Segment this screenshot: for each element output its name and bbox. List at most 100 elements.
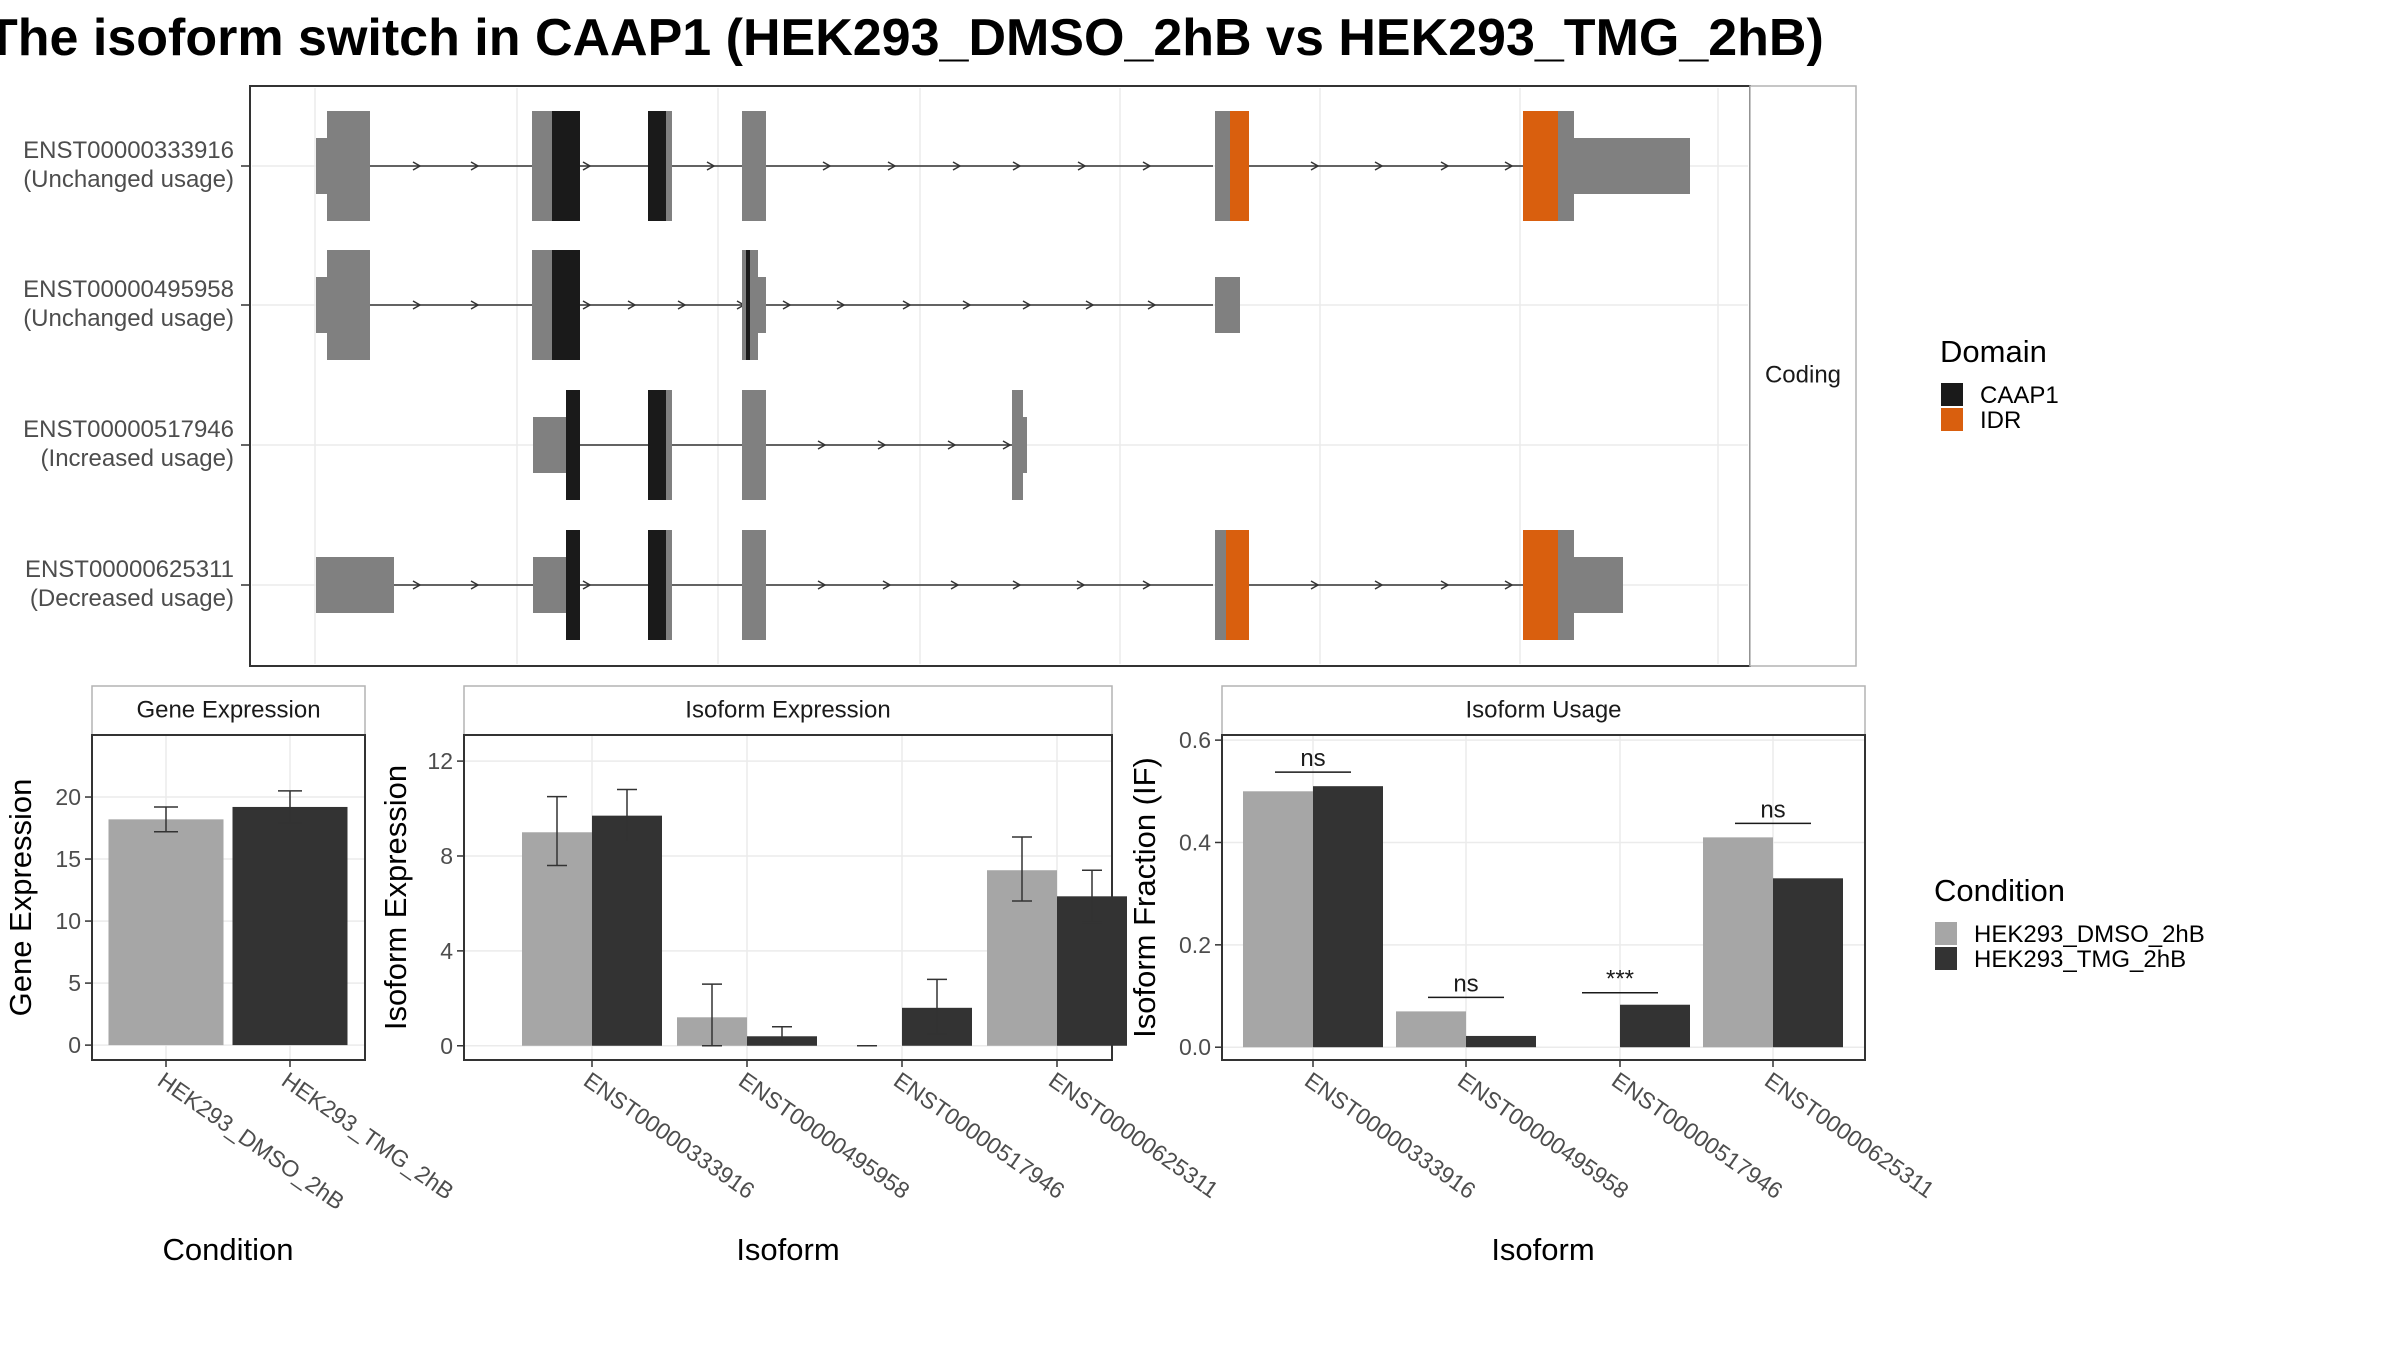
exon-block [316,277,327,333]
exon-block [1574,557,1623,613]
idr-domain-block [1226,530,1249,640]
domain-legend-label: CAAP1 [1980,382,2059,409]
y-tick-label: 10 [55,908,81,934]
bar-chart-panels: Gene Expression05101520HEK293_DMSO_2hBHE… [3,685,1939,1267]
domain-legend-key-idr [1941,408,1963,431]
caap1-domain-block [648,530,666,640]
exon-block [758,277,766,333]
bar [108,819,224,1046]
direction-arrow-icon [782,300,792,310]
direction-arrow-icon [887,161,897,171]
direction-arrow-icon [882,580,892,590]
idr-domain-block [1523,111,1558,221]
direction-arrow-icon [1142,580,1152,590]
transcript-structure-ENST00000517946 [533,390,1027,500]
direction-arrow-icon [470,580,480,590]
direction-arrow-icon [1374,161,1384,171]
exon-block [1012,390,1023,500]
condition-legend-key [1935,922,1957,945]
direction-arrow-icon [706,161,716,171]
transcript-id-label: ENST00000517946 [23,416,234,443]
direction-arrow-icon [817,580,827,590]
bar [1703,837,1773,1048]
exon-block [316,138,327,194]
direction-arrow-icon [1076,580,1086,590]
panel-title: Isoform Expression [685,696,890,723]
transcript-status-label: (Increased usage) [41,445,234,472]
plot-frame [463,734,1113,1061]
y-tick-label: 0.6 [1179,727,1211,753]
transcript-status-label: (Unchanged usage) [23,166,234,193]
domain-legend-key-caap1 [1941,383,1963,406]
condition-legend-label: HEK293_TMG_2hB [1974,946,2186,973]
direction-arrow-icon [1374,580,1384,590]
y-tick-label: 0.4 [1179,829,1211,855]
transcript-id-label: ENST00000333916 [23,137,234,164]
exon-block [316,557,394,613]
caap1-domain-block [566,390,580,500]
direction-arrow-icon [1012,580,1022,590]
facet-label: Coding [1765,361,1841,388]
exon-block [1215,530,1226,640]
direction-arrow-icon [1012,161,1022,171]
transcript-structure-ENST00000625311 [316,530,1623,640]
condition-legend-label: HEK293_DMSO_2hB [1974,921,2205,948]
caap1-domain-block [648,390,666,500]
exon-block [1023,417,1027,473]
y-tick-label: 15 [55,846,81,872]
x-tick-label: ENST00000517946 [889,1067,1069,1204]
exon-block [532,111,552,221]
panel-strip [463,685,1113,736]
direction-arrow-icon [1310,580,1320,590]
direction-arrow-icon [1077,161,1087,171]
direction-arrow-icon [1310,161,1320,171]
x-axis-title: Isoform [1491,1232,1594,1267]
exon-block [1215,277,1240,333]
direction-arrow-icon [822,161,832,171]
exon-block [666,390,672,500]
y-tick-label: 20 [55,784,81,810]
bar [592,815,662,1046]
domain-legend-title: Domain [1940,334,2047,369]
x-axis-title: Isoform [736,1232,839,1267]
transcript-structure-panel: Coding ENST00000333916(Unchanged usage) EN… [23,85,1857,667]
direction-arrow-icon [1085,300,1095,310]
exon-block [1558,530,1574,640]
direction-arrow-icon [677,300,687,310]
bar [1313,786,1383,1048]
facet-strip [1749,85,1857,667]
direction-arrow-icon [1504,580,1514,590]
direction-arrow-icon [627,300,637,310]
idr-domain-block [1523,530,1558,640]
chart-panel-isoform-expression: Isoform Expression04812ENST00000333916EN… [378,685,1223,1267]
direction-arrow-icon [1142,161,1152,171]
y-tick-label: 0 [440,1033,453,1059]
direction-arrow-icon [817,440,827,450]
direction-arrow-icon [412,300,422,310]
significance-label: *** [1606,966,1634,993]
exon-block [327,111,370,221]
direction-arrow-icon [1440,580,1450,590]
direction-arrow-icon [582,300,592,310]
exon-block [742,530,766,640]
direction-arrow-icon [902,300,912,310]
direction-arrow-icon [836,300,846,310]
direction-arrow-icon [952,161,962,171]
direction-arrow-icon [412,161,422,171]
x-tick-label: ENST00000625311 [1044,1067,1223,1203]
direction-arrow-icon [1147,300,1157,310]
idr-domain-block [1230,111,1249,221]
direction-arrow-icon [582,580,592,590]
exon-block [742,111,766,221]
plot-frame [91,734,366,1061]
direction-arrow-icon [412,580,422,590]
y-tick-label: 0.2 [1179,932,1211,958]
transcript-structure-ENST00000495958 [316,250,1240,360]
direction-arrow-icon [470,300,480,310]
panel-title: Gene Expression [136,696,320,723]
caap1-domain-block [566,530,580,640]
domain-legend-label: IDR [1980,407,2021,434]
